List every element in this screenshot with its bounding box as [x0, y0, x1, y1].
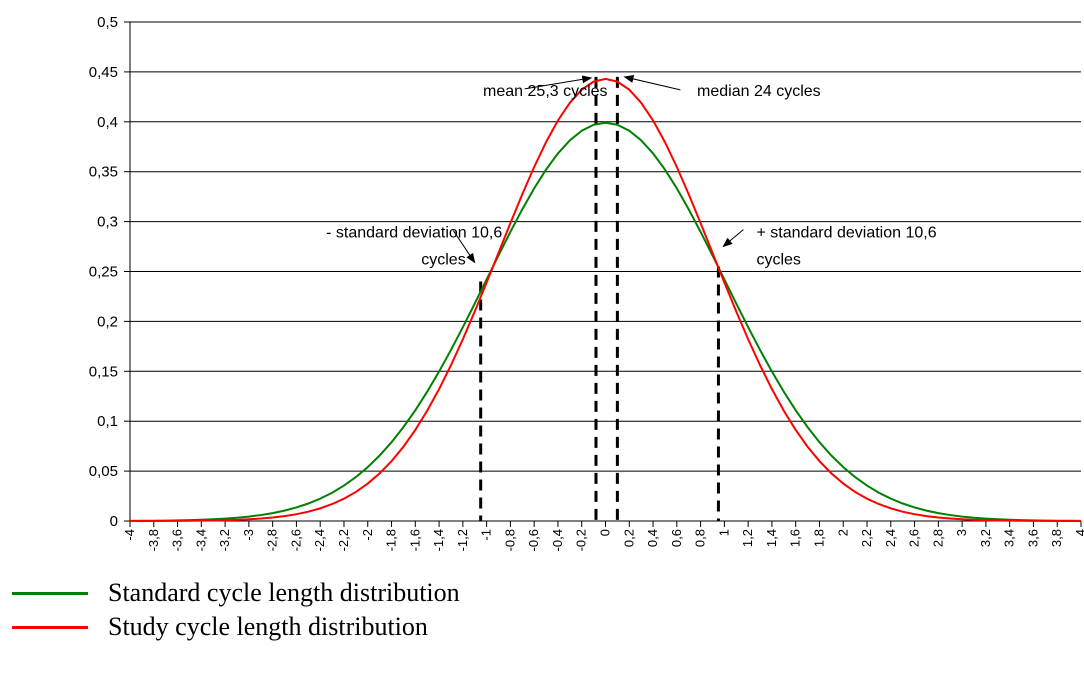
- legend-label-standard: Standard cycle length distribution: [108, 578, 460, 607]
- x-tick-label: 2,4: [883, 529, 898, 547]
- annotation-text: - standard deviation 10,6: [326, 225, 502, 242]
- x-tick-label: -0,2: [574, 529, 589, 551]
- dashed-markers: [479, 76, 720, 521]
- x-tick-label: 1,6: [788, 529, 803, 547]
- y-tick-label: 0,1: [97, 413, 118, 430]
- x-tick-label: 0,8: [693, 529, 708, 547]
- x-tick-label: -3,4: [193, 529, 208, 551]
- x-tick-label: -0,8: [502, 529, 517, 551]
- y-tick-label: 0,4: [97, 114, 118, 131]
- legend-swatch-standard: [12, 591, 88, 595]
- x-tick-labels: -4 -3,8 -3,6 -3,4 -3,2 -3 -2,8 -2,6 -2,4 -2,2 -2 -1…: [122, 529, 1084, 551]
- x-tick-label: 3,8: [1049, 529, 1064, 547]
- x-tick-label: 3: [954, 529, 969, 536]
- x-tick-label: -2: [360, 529, 375, 541]
- x-tick-label: -2,6: [288, 529, 303, 551]
- annotation-arrow: [524, 75, 593, 90]
- annotation-arrow: [623, 75, 681, 91]
- x-tick-label: 1,2: [740, 529, 755, 547]
- annotation-text: mean 25,3 cycles: [483, 83, 608, 100]
- legend-swatch-study: [12, 625, 88, 629]
- x-tick-label: 0,6: [669, 529, 684, 547]
- y-tick-label: 0,25: [89, 264, 118, 281]
- y-tick-label: 0,5: [97, 14, 118, 31]
- x-tick-label: 1,4: [764, 529, 779, 547]
- x-tick-label: -2,2: [336, 529, 351, 551]
- annotation-text: + standard deviation 10,6: [756, 225, 936, 242]
- x-tick-label: -2,4: [312, 529, 327, 551]
- annotations: mean 25,3 cycles median 24 cycles - standa…: [326, 75, 937, 269]
- y-tick-label: 0: [110, 513, 118, 530]
- x-tick-label: -4: [122, 529, 137, 541]
- series-lines: [129, 77, 1082, 522]
- x-tick-label: 3,2: [978, 529, 993, 547]
- annotation-text: cycles: [421, 252, 465, 269]
- y-tick-label: 0,3: [97, 214, 118, 231]
- x-tick-label: 0: [598, 529, 613, 536]
- annotation-text: cycles: [756, 252, 800, 269]
- x-tick-label: -1,6: [407, 529, 422, 551]
- x-tick-label: 2,6: [907, 529, 922, 547]
- x-tick-label: -1,2: [455, 529, 470, 551]
- x-tick-label: 4: [1073, 529, 1084, 536]
- annotation-arrow: [452, 230, 476, 264]
- x-tick-label: -0,6: [526, 529, 541, 551]
- x-tick-label: 0,2: [621, 529, 636, 547]
- x-tick-label: 2,8: [930, 529, 945, 547]
- x-tick-label: -0,4: [550, 529, 565, 551]
- x-tick-label: -3,8: [146, 529, 161, 551]
- x-tick-label: 3,4: [1002, 529, 1017, 547]
- gridlines: [130, 21, 1081, 472]
- x-tick-label: -1: [479, 529, 494, 541]
- x-tick-label: -3,6: [170, 529, 185, 551]
- y-tick-labels: 0 0,05 0,1 0,15 0,2 0,25 0,3 0,35 0,4 0,45 0,5: [89, 14, 118, 530]
- x-tick-label: 2,2: [859, 529, 874, 547]
- legend-item-study: Study cycle length distribution: [12, 610, 712, 644]
- y-tick-label: 0,05: [89, 463, 118, 480]
- x-tick-label: 3,6: [1025, 529, 1040, 547]
- x-tick-label: -1,8: [384, 529, 399, 551]
- x-tick-label: -3: [241, 529, 256, 541]
- legend: Standard cycle length distribution Study…: [12, 576, 712, 644]
- annotation-text: median 24 cycles: [697, 83, 821, 100]
- y-tick-label: 0,45: [89, 64, 118, 81]
- legend-label-study: Study cycle length distribution: [108, 612, 428, 641]
- distribution-chart: mean 25,3 cycles median 24 cycles - standa…: [89, 14, 1084, 551]
- y-tick-label: 0,2: [97, 313, 118, 330]
- x-tick-label: 0,4: [645, 529, 660, 547]
- axes: [124, 21, 1082, 527]
- series-line-study: [129, 77, 1082, 522]
- series-line-standard: [129, 121, 1082, 522]
- y-tick-label: 0,35: [89, 164, 118, 181]
- x-tick-label: -3,2: [217, 529, 232, 551]
- annotation-arrow: [722, 229, 744, 248]
- y-tick-label: 0,15: [89, 363, 118, 380]
- x-tick-label: -2,8: [265, 529, 280, 551]
- x-tick-label: 2: [835, 529, 850, 536]
- x-tick-label: 1,8: [811, 529, 826, 547]
- x-tick-label: 1: [716, 529, 731, 536]
- x-tick-label: -1,4: [431, 529, 446, 551]
- legend-item-standard: Standard cycle length distribution: [12, 576, 712, 610]
